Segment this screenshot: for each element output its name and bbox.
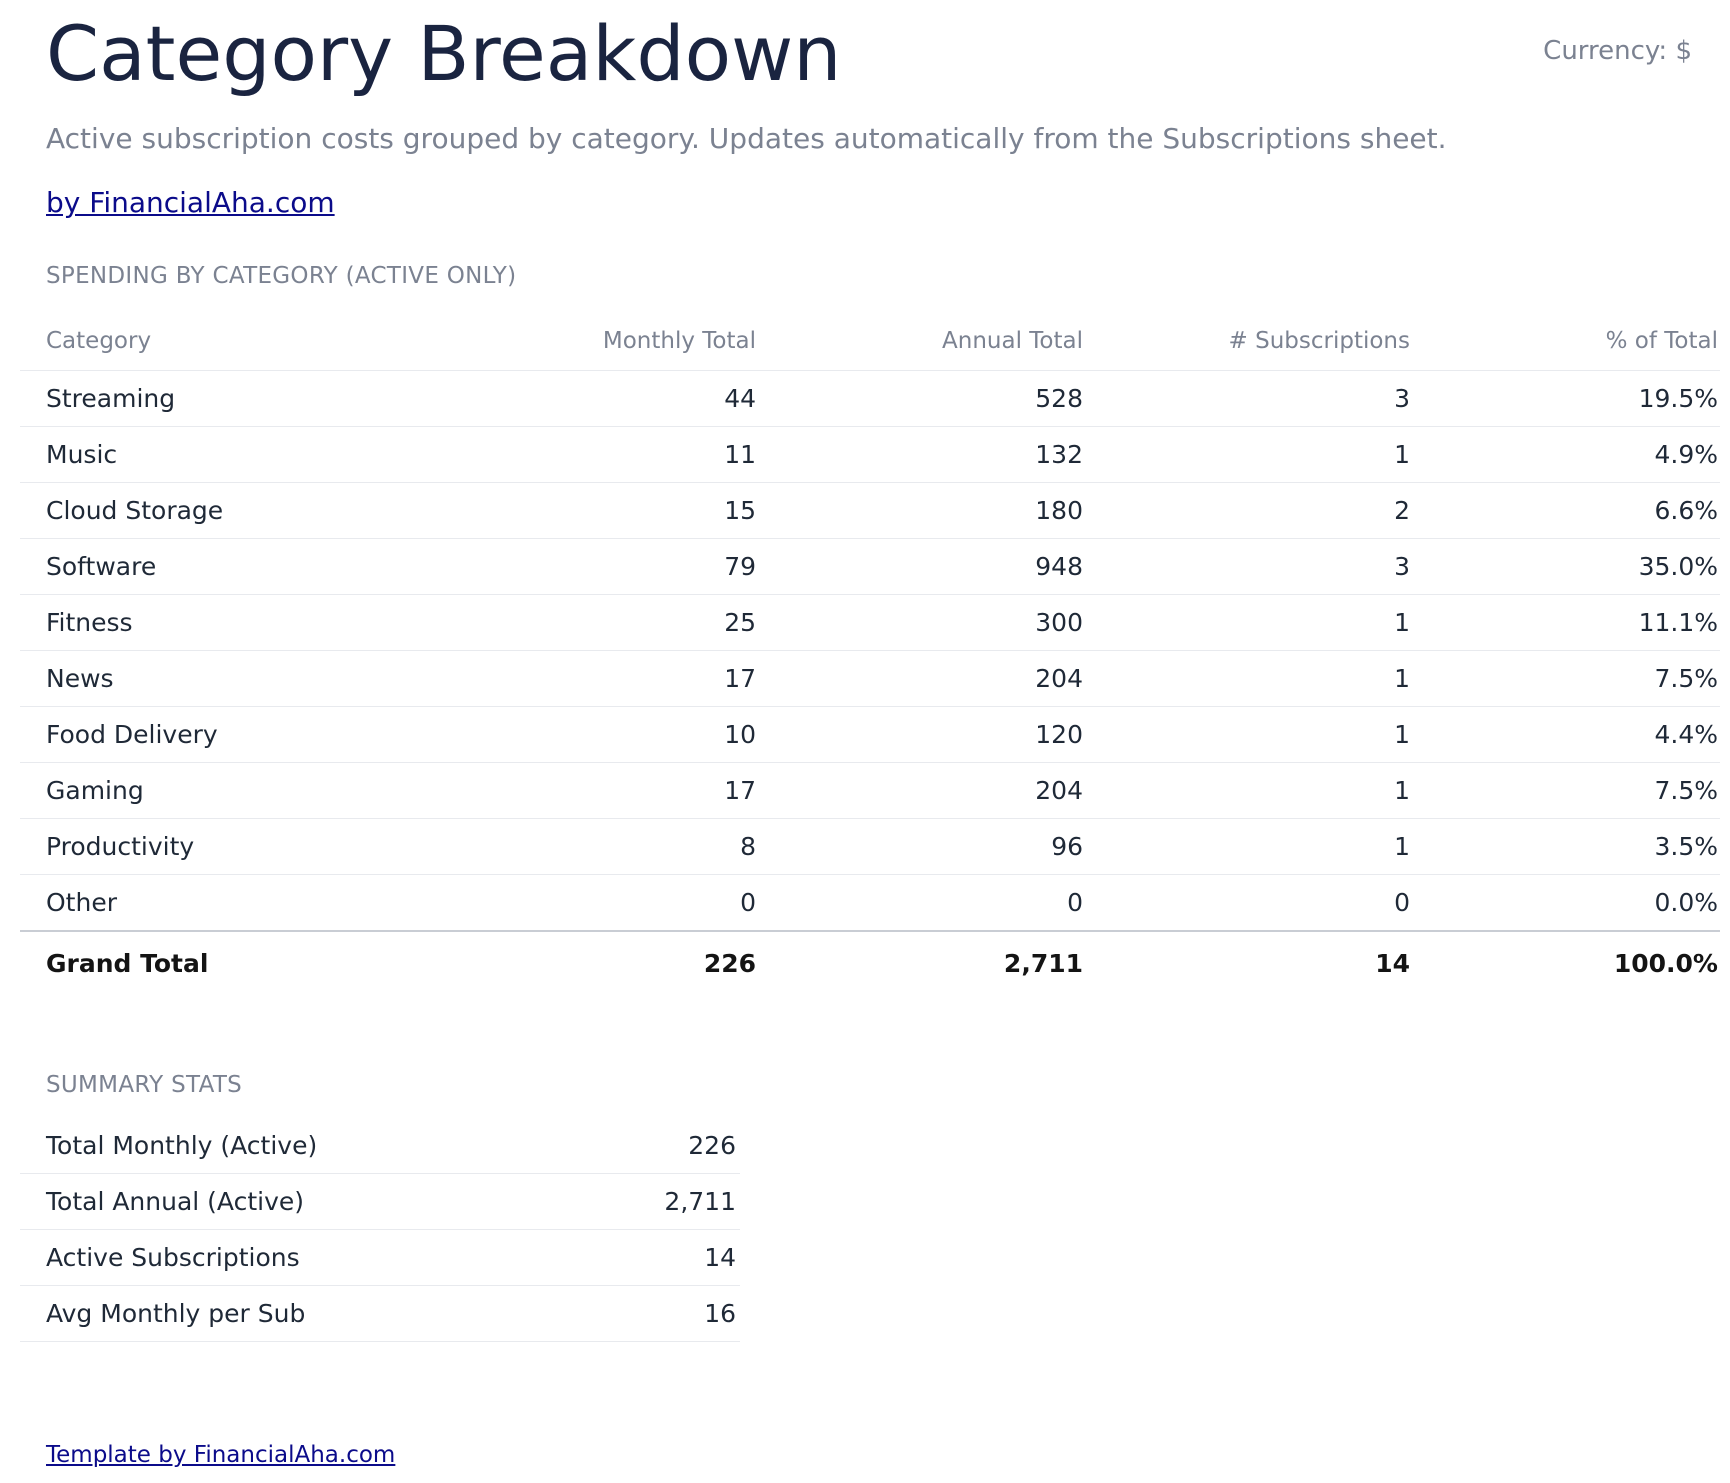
summary-value: 14: [510, 1229, 740, 1286]
monthly-total-cell: 15: [510, 482, 756, 539]
table-row: Other 0 0 0 0.0%: [20, 874, 1720, 932]
percent-total-cell: 35.0%: [1410, 538, 1720, 595]
category-cell: Productivity: [20, 818, 510, 875]
table-row: Productivity 8 96 1 3.5%: [20, 818, 1720, 875]
category-cell: Other: [20, 874, 510, 932]
percent-total-cell: 4.4%: [1410, 706, 1720, 763]
table-row: Music 11 132 1 4.9%: [20, 426, 1720, 483]
monthly-total-cell: 11: [510, 426, 756, 483]
category-cell: Software: [20, 538, 510, 595]
subscriptions-count-cell: 1: [1083, 706, 1410, 763]
monthly-total-cell: 79: [510, 538, 756, 595]
summary-stats-table: Total Monthly (Active) 226 Total Annual …: [20, 1118, 740, 1342]
annual-total-cell: 180: [756, 482, 1083, 539]
percent-total-cell: 3.5%: [1410, 818, 1720, 875]
monthly-total-cell: 17: [510, 762, 756, 819]
percent-total-cell: 19.5%: [1410, 370, 1720, 427]
subscriptions-count-cell: 1: [1083, 594, 1410, 651]
annual-total-cell: 300: [756, 594, 1083, 651]
percent-total-cell: 11.1%: [1410, 594, 1720, 651]
category-cell: Streaming: [20, 370, 510, 427]
table-row: Cloud Storage 15 180 2 6.6%: [20, 482, 1720, 539]
category-cell: Cloud Storage: [20, 482, 510, 539]
footer-template-link[interactable]: Template by FinancialAha.com: [46, 1442, 396, 1468]
spending-section-label: SPENDING BY CATEGORY (ACTIVE ONLY): [46, 263, 517, 289]
column-header-percent-total: % of Total: [1410, 312, 1720, 371]
page-title: Category Breakdown: [46, 9, 842, 98]
grand-total-row: Grand Total 226 2,711 14 100.0%: [20, 931, 1720, 994]
annual-total-cell: 120: [756, 706, 1083, 763]
annual-total-cell: 948: [756, 538, 1083, 595]
grand-total-monthly: 226: [703, 948, 756, 978]
subscriptions-count-cell: 3: [1083, 538, 1410, 595]
subscriptions-count-cell: 2: [1083, 482, 1410, 539]
annual-total-cell: 528: [756, 370, 1083, 427]
category-cell: News: [20, 650, 510, 707]
table-row: News 17 204 1 7.5%: [20, 650, 1720, 707]
annual-total-cell: 132: [756, 426, 1083, 483]
monthly-total-cell: 0: [510, 874, 756, 932]
currency-indicator: Currency: $: [1543, 36, 1692, 66]
summary-label: Avg Monthly per Sub: [20, 1285, 510, 1342]
summary-row: Active Subscriptions 14: [20, 1229, 740, 1286]
summary-section-label: SUMMARY STATS: [46, 1072, 243, 1098]
annual-total-cell: 204: [756, 762, 1083, 819]
annual-total-cell: 96: [756, 818, 1083, 875]
table-row: Software 79 948 3 35.0%: [20, 538, 1720, 595]
annual-total-cell: 0: [756, 874, 1083, 932]
monthly-total-cell: 25: [510, 594, 756, 651]
page-subtitle: Active subscription costs grouped by cat…: [46, 122, 1447, 155]
grand-total-label: Grand Total: [46, 948, 209, 978]
category-cell: Music: [20, 426, 510, 483]
subscriptions-count-cell: 3: [1083, 370, 1410, 427]
subscriptions-count-cell: 1: [1083, 426, 1410, 483]
column-header-category: Category: [20, 312, 510, 371]
summary-label: Active Subscriptions: [20, 1229, 510, 1286]
table-header-row: Category Monthly Total Annual Total # Su…: [20, 312, 1720, 371]
subscriptions-count-cell: 1: [1083, 762, 1410, 819]
summary-row: Avg Monthly per Sub 16: [20, 1285, 740, 1342]
category-table: Category Monthly Total Annual Total # Su…: [20, 312, 1720, 994]
column-header-annual-total: Annual Total: [756, 312, 1083, 371]
category-cell: Gaming: [20, 762, 510, 819]
grand-total-annual: 2,711: [1003, 948, 1083, 978]
table-row: Streaming 44 528 3 19.5%: [20, 370, 1720, 427]
monthly-total-cell: 8: [510, 818, 756, 875]
column-header-subscriptions: # Subscriptions: [1083, 312, 1410, 371]
summary-label: Total Monthly (Active): [20, 1118, 510, 1174]
category-cell: Food Delivery: [20, 706, 510, 763]
monthly-total-cell: 44: [510, 370, 756, 427]
percent-total-cell: 7.5%: [1410, 650, 1720, 707]
percent-total-cell: 4.9%: [1410, 426, 1720, 483]
annual-total-cell: 204: [756, 650, 1083, 707]
subscriptions-count-cell: 1: [1083, 818, 1410, 875]
summary-value: 226: [510, 1118, 740, 1174]
subscriptions-count-cell: 0: [1083, 874, 1410, 932]
grand-total-subscriptions: 14: [1375, 948, 1410, 978]
summary-label: Total Annual (Active): [20, 1173, 510, 1230]
summary-row: Total Monthly (Active) 226: [20, 1118, 740, 1174]
percent-total-cell: 7.5%: [1410, 762, 1720, 819]
percent-total-cell: 6.6%: [1410, 482, 1720, 539]
subscriptions-count-cell: 1: [1083, 650, 1410, 707]
monthly-total-cell: 17: [510, 650, 756, 707]
summary-value: 2,711: [510, 1173, 740, 1230]
monthly-total-cell: 10: [510, 706, 756, 763]
table-row: Food Delivery 10 120 1 4.4%: [20, 706, 1720, 763]
summary-row: Total Annual (Active) 2,711: [20, 1173, 740, 1230]
table-row: Fitness 25 300 1 11.1%: [20, 594, 1720, 651]
grand-total-percent: 100.0%: [1613, 948, 1718, 978]
percent-total-cell: 0.0%: [1410, 874, 1720, 932]
category-cell: Fitness: [20, 594, 510, 651]
column-header-monthly-total: Monthly Total: [510, 312, 756, 371]
summary-value: 16: [510, 1285, 740, 1342]
byline-link[interactable]: by FinancialAha.com: [46, 186, 335, 219]
table-row: Gaming 17 204 1 7.5%: [20, 762, 1720, 819]
